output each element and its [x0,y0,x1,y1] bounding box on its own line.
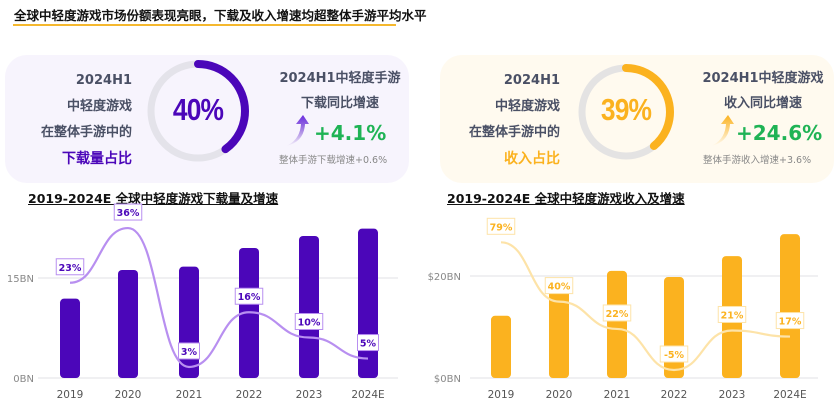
label-highlight: 收入占比 [504,151,560,167]
download-card-left-text: 2024H1 中轻度游戏 在整体手游中的 下载量占比 [30,68,132,172]
revenue-growth-note: 整体手游收入增速+3.6% [703,155,812,166]
growth-label: 23% [59,263,82,274]
label-category: 中轻度游戏 [66,99,132,114]
revenue-share-card [440,55,834,183]
up-arrow-icon [711,115,734,146]
x-tick-label: 2020 [115,389,142,401]
ring-progress [147,60,249,162]
x-tick-label: 2023 [296,389,323,401]
x-tick-label: 2024E [773,389,806,401]
x-tick-label: 2020 [546,389,573,401]
growth-label: -5% [664,350,685,361]
growth-label: 10% [298,318,321,329]
label-period: 2024H1 [75,73,132,88]
revenue-card-left-text: 2024H1 中轻度游戏 在整体手游中的 收入占比 [455,68,560,172]
growth-label-box [294,313,324,330]
bar-2021 [607,270,627,378]
revenue-share-value: 39% [600,92,652,127]
label-context: 在整体手游中的 [468,125,560,140]
revenue-chart-title: 2019-2024E 全球中轻度游戏收入及增速 [447,191,685,206]
bar-2019 [491,315,511,378]
growth-label-box [113,203,143,221]
growth-label-box [775,312,805,330]
x-tick-label: 2024E [351,389,384,401]
y-tick-label: $0BN [434,374,461,385]
x-tick-label: 2019 [57,389,84,401]
label-category: 中轻度游戏 [494,99,560,114]
bar-2023 [299,236,319,378]
x-tick-label: 2021 [604,389,631,401]
x-tick-label: 2022 [661,389,688,401]
x-tick-label: 2022 [236,389,263,401]
growth-title-2: 下载同比增速 [300,96,379,111]
headline: 全球中轻度游戏市场份额表现亮眼，下载及收入增速均超整体手游平均水平 [14,8,427,23]
y-tick-label: 15BN [7,274,34,285]
download-chart: 0BN 15BN 2019 2020 2021 2022 2023 2024E 23% 36% 3%… [7,203,398,401]
growth-label-box [602,304,632,322]
label-context: 在整体手游中的 [40,125,132,140]
growth-title-1: 2024H1中轻度手游 [279,71,401,86]
growth-line [500,241,791,372]
growth-label-box [55,258,85,276]
growth-label-box [357,334,379,352]
growth-title-2: 收入同比增速 [723,96,802,111]
growth-label-box [544,277,574,295]
x-tick-label: 2019 [488,389,515,401]
download-growth-note: 整体手游下载增速+0.6% [279,155,388,166]
growth-label-box [486,217,516,235]
growth-label: 5% [360,339,377,350]
growth-label-box [717,305,747,323]
download-chart-title: 2019-2024E 全球中轻度游戏下载量及增速 [28,191,279,206]
download-share-ring [147,60,249,162]
revenue-growth-title: 2024H1中轻度游戏 收入同比增速 [693,66,833,116]
download-growth-value: +4.1% [314,121,387,145]
growth-label: 17% [779,317,802,328]
revenue-growth-value: +24.6% [736,121,823,145]
download-growth-title: 2024H1中轻度手游 下载同比增速 [270,66,410,116]
x-tick-label: 2023 [719,389,746,401]
bar-2020 [118,270,138,378]
bar-2022 [664,277,684,378]
growth-label-box [234,287,264,305]
download-share-value: 40% [172,92,224,127]
bar-2020 [549,288,569,378]
growth-label: 16% [238,292,261,303]
y-tick-label: 0BN [13,374,34,385]
up-arrow-icon [286,115,309,146]
growth-label: 79% [490,222,513,233]
ring-progress [578,64,674,160]
growth-label: 36% [117,208,140,219]
growth-title-1: 2024H1中轻度游戏 [702,71,824,86]
growth-label-box [659,345,689,363]
revenue-share-ring [578,64,674,160]
download-share-card [5,55,409,183]
growth-label: 40% [548,282,571,293]
growth-label: 22% [606,309,629,320]
x-tick-label: 2021 [176,389,203,401]
growth-line [69,226,369,369]
bar-2024E [780,234,800,378]
y-tick-label: $20BN [428,272,461,283]
bar-2019 [60,298,80,378]
headline-underline [13,24,396,26]
label-highlight: 下载量占比 [62,151,132,167]
growth-label: 21% [721,310,744,321]
growth-label-box [178,342,200,360]
growth-label: 3% [181,347,198,358]
label-period: 2024H1 [503,73,560,88]
